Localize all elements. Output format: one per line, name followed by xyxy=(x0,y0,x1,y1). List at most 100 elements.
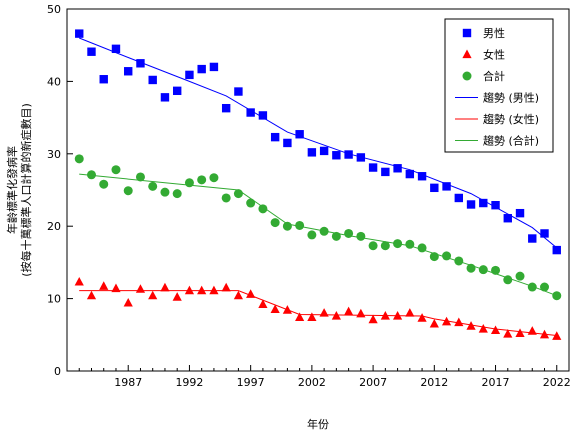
x-tick-label: 2002 xyxy=(298,376,326,389)
data-point-triangle xyxy=(356,308,366,318)
data-point-circle xyxy=(552,291,562,301)
data-point-circle xyxy=(270,218,280,228)
data-point-circle xyxy=(99,179,109,189)
data-point-square xyxy=(356,153,366,162)
data-point-triangle xyxy=(417,313,427,322)
legend-label: 女性 xyxy=(483,48,505,62)
data-point-circle xyxy=(466,263,476,273)
data-point-circle xyxy=(295,220,305,230)
data-point-circle xyxy=(307,230,317,240)
data-point-square xyxy=(172,86,182,96)
data-point-square xyxy=(442,182,451,191)
data-point-square xyxy=(368,163,378,172)
data-point-square xyxy=(454,193,464,203)
data-point-square xyxy=(258,111,268,120)
legend-label: 男性 xyxy=(483,26,505,40)
legend-marker-swatch xyxy=(462,71,472,81)
data-point-triangle xyxy=(86,290,97,300)
data-point-circle xyxy=(184,178,194,188)
data-point-triangle xyxy=(454,317,464,327)
data-point-circle xyxy=(503,275,513,285)
data-point-triangle xyxy=(368,314,378,324)
data-point-square xyxy=(87,47,96,56)
data-point-square xyxy=(491,201,500,210)
y-tick-label: 40 xyxy=(47,75,61,88)
data-point-square xyxy=(540,229,549,238)
data-point-triangle xyxy=(258,299,268,308)
x-tick-label: 2007 xyxy=(359,376,387,389)
data-point-circle xyxy=(111,165,121,175)
data-point-square xyxy=(111,44,121,54)
y-tick-label: 10 xyxy=(47,293,61,306)
data-point-circle xyxy=(491,265,501,275)
data-point-square xyxy=(197,64,206,74)
data-point-circle xyxy=(86,170,96,180)
data-point-triangle xyxy=(184,285,195,295)
data-point-triangle xyxy=(466,321,476,330)
data-point-circle xyxy=(515,271,525,281)
data-point-triangle xyxy=(246,289,256,298)
data-point-square xyxy=(75,29,84,38)
data-point-square xyxy=(246,108,255,117)
data-point-square xyxy=(307,148,317,157)
y-tick-label: 0 xyxy=(54,365,61,378)
x-axis-title: 年份 xyxy=(307,417,329,431)
data-point-circle xyxy=(172,189,182,199)
data-point-triangle xyxy=(429,318,439,328)
legend-box xyxy=(444,18,554,153)
data-point-circle xyxy=(405,239,415,249)
data-point-triangle xyxy=(503,329,513,338)
data-point-square xyxy=(270,132,280,142)
data-point-triangle xyxy=(209,285,219,295)
data-point-triangle xyxy=(135,284,146,293)
data-point-triangle xyxy=(380,310,390,320)
data-point-triangle xyxy=(282,305,292,314)
data-point-triangle xyxy=(490,325,501,335)
data-point-square xyxy=(393,164,402,173)
data-point-triangle xyxy=(172,292,182,301)
data-point-triangle xyxy=(527,326,537,335)
data-point-triangle xyxy=(111,283,121,293)
y-axis-title-line-2: (按每十萬標準人口計算的新症數目) xyxy=(19,103,33,277)
data-point-circle xyxy=(331,231,341,241)
y-axis-title: 年齡標準化發病率 (按每十萬標準人口計算的新症數目) xyxy=(5,103,33,277)
data-point-circle xyxy=(478,265,488,275)
data-point-square xyxy=(344,150,353,159)
data-point-triangle xyxy=(123,297,133,307)
y-tick-label: 50 xyxy=(47,3,61,16)
data-point-circle xyxy=(135,172,145,182)
data-point-square xyxy=(99,75,108,84)
x-tick-label: 1992 xyxy=(175,376,203,389)
data-point-circle xyxy=(380,241,390,251)
data-point-triangle xyxy=(270,304,280,314)
data-point-triangle xyxy=(539,329,550,339)
data-point-square xyxy=(405,169,415,179)
data-point-square xyxy=(430,183,439,193)
data-point-circle xyxy=(454,256,464,266)
data-point-triangle xyxy=(99,281,109,290)
data-point-triangle xyxy=(478,324,488,333)
data-point-circle xyxy=(429,252,439,262)
x-tick-label: 2017 xyxy=(482,376,510,389)
data-point-circle xyxy=(319,226,329,236)
data-point-circle xyxy=(356,231,366,241)
data-point-circle xyxy=(160,187,170,197)
trend-line xyxy=(79,290,557,336)
data-point-square xyxy=(221,103,231,113)
data-point-square xyxy=(124,67,133,76)
legend-label: 趨勢 (女性) xyxy=(483,112,539,126)
data-point-triangle xyxy=(197,285,207,295)
data-point-square xyxy=(503,214,512,223)
data-point-square xyxy=(552,245,561,255)
data-point-triangle xyxy=(148,290,158,300)
x-tick-label: 1997 xyxy=(237,376,265,389)
data-point-circle xyxy=(344,228,354,238)
data-point-square xyxy=(319,146,329,156)
x-tick-label: 1987 xyxy=(114,376,142,389)
data-point-circle xyxy=(442,251,452,261)
axes: 0 10 20 30 40 50 1987 1992 1997 2002 2007 2012 2017 2… xyxy=(47,3,571,389)
legend-marker-swatch xyxy=(462,28,472,38)
data-point-triangle xyxy=(331,310,341,320)
data-point-circle xyxy=(74,154,84,164)
